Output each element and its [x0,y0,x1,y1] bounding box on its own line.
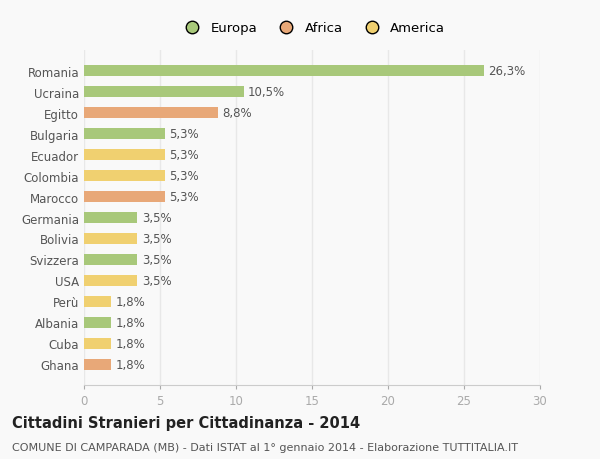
Text: 5,3%: 5,3% [169,170,199,183]
Bar [84,338,112,349]
Text: 5,3%: 5,3% [169,149,199,162]
Bar [84,150,164,161]
Bar [84,170,164,182]
Text: 10,5%: 10,5% [248,86,285,99]
Text: 1,8%: 1,8% [116,358,146,371]
Text: 3,5%: 3,5% [142,274,172,287]
Bar [84,191,164,203]
Bar [84,107,218,119]
Text: 1,8%: 1,8% [116,337,146,350]
Bar [84,233,137,245]
Text: 5,3%: 5,3% [169,128,199,141]
Text: 26,3%: 26,3% [488,65,526,78]
Bar [84,275,137,286]
Bar [84,317,112,329]
Bar [84,129,164,140]
Bar [84,87,244,98]
Bar [84,296,112,308]
Text: 3,5%: 3,5% [142,232,172,246]
Text: 3,5%: 3,5% [142,212,172,224]
Text: 3,5%: 3,5% [142,253,172,266]
Text: 1,8%: 1,8% [116,316,146,329]
Bar [84,359,112,370]
Legend: Europa, Africa, America: Europa, Africa, America [173,17,451,40]
Text: 5,3%: 5,3% [169,190,199,204]
Text: Cittadini Stranieri per Cittadinanza - 2014: Cittadini Stranieri per Cittadinanza - 2… [12,415,360,431]
Bar [84,212,137,224]
Text: 8,8%: 8,8% [223,107,252,120]
Text: COMUNE DI CAMPARADA (MB) - Dati ISTAT al 1° gennaio 2014 - Elaborazione TUTTITAL: COMUNE DI CAMPARADA (MB) - Dati ISTAT al… [12,442,518,452]
Bar [84,254,137,266]
Text: 1,8%: 1,8% [116,295,146,308]
Bar [84,66,484,77]
